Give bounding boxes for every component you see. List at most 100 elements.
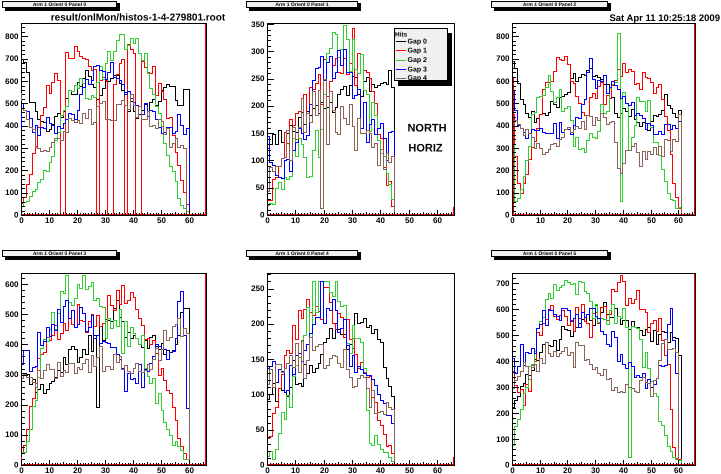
svg-text:300: 300 bbox=[5, 370, 19, 379]
svg-text:Hits: Hits bbox=[395, 32, 408, 39]
svg-text:100: 100 bbox=[496, 188, 510, 197]
svg-text:30: 30 bbox=[348, 466, 357, 474]
svg-text:150: 150 bbox=[251, 129, 265, 138]
svg-text:10: 10 bbox=[536, 216, 545, 225]
svg-text:50: 50 bbox=[405, 466, 414, 474]
svg-text:Arm 1 Orient 0 Panel 1: Arm 1 Orient 0 Panel 1 bbox=[275, 2, 329, 8]
svg-text:100: 100 bbox=[496, 435, 510, 444]
svg-text:500: 500 bbox=[5, 99, 19, 108]
svg-text:0: 0 bbox=[260, 211, 265, 220]
svg-text:600: 600 bbox=[5, 280, 19, 289]
svg-text:10: 10 bbox=[536, 466, 545, 474]
svg-text:60: 60 bbox=[674, 216, 683, 225]
svg-text:10: 10 bbox=[291, 466, 300, 474]
svg-text:300: 300 bbox=[496, 144, 510, 153]
svg-text:0: 0 bbox=[19, 466, 24, 474]
svg-text:700: 700 bbox=[5, 54, 19, 63]
svg-text:50: 50 bbox=[157, 216, 166, 225]
svg-text:20: 20 bbox=[320, 216, 329, 225]
svg-text:50: 50 bbox=[647, 466, 656, 474]
svg-text:40: 40 bbox=[619, 466, 628, 474]
svg-text:10: 10 bbox=[291, 216, 300, 225]
svg-text:30: 30 bbox=[101, 466, 110, 474]
svg-text:200: 200 bbox=[251, 319, 265, 328]
svg-text:250: 250 bbox=[251, 284, 265, 293]
svg-text:50: 50 bbox=[647, 216, 656, 225]
svg-text:500: 500 bbox=[5, 310, 19, 319]
svg-text:Gap 2: Gap 2 bbox=[408, 57, 428, 64]
svg-text:150: 150 bbox=[251, 355, 265, 364]
svg-text:300: 300 bbox=[496, 383, 510, 392]
svg-text:700: 700 bbox=[496, 54, 510, 63]
svg-text:0: 0 bbox=[14, 461, 19, 470]
svg-text:0: 0 bbox=[14, 211, 19, 220]
svg-text:result/onlMon/histos-1-4-27980: result/onlMon/histos-1-4-279801.root bbox=[51, 13, 226, 24]
svg-text:20: 20 bbox=[73, 466, 82, 474]
svg-text:60: 60 bbox=[433, 466, 442, 474]
svg-text:10: 10 bbox=[45, 216, 54, 225]
svg-text:40: 40 bbox=[129, 466, 138, 474]
svg-text:0: 0 bbox=[19, 216, 24, 225]
svg-text:30: 30 bbox=[348, 216, 357, 225]
svg-text:700: 700 bbox=[496, 279, 510, 288]
svg-text:50: 50 bbox=[405, 216, 414, 225]
svg-text:Arm 1 Orient 0 Panel 4: Arm 1 Orient 0 Panel 4 bbox=[275, 251, 329, 257]
svg-text:800: 800 bbox=[496, 32, 510, 41]
svg-text:600: 600 bbox=[496, 77, 510, 86]
svg-text:Gap 4: Gap 4 bbox=[408, 75, 428, 82]
svg-text:50: 50 bbox=[256, 183, 265, 192]
svg-text:250: 250 bbox=[251, 74, 265, 83]
svg-text:0: 0 bbox=[505, 211, 510, 220]
svg-text:200: 200 bbox=[5, 166, 19, 175]
svg-text:200: 200 bbox=[496, 409, 510, 418]
svg-text:Arm 1 Orient 0 Panel 0: Arm 1 Orient 0 Panel 0 bbox=[33, 2, 87, 8]
svg-text:40: 40 bbox=[129, 216, 138, 225]
svg-text:40: 40 bbox=[619, 216, 628, 225]
svg-text:300: 300 bbox=[5, 144, 19, 153]
svg-text:20: 20 bbox=[563, 466, 572, 474]
svg-text:Arm 1 Orient 0 Panel 3: Arm 1 Orient 0 Panel 3 bbox=[33, 251, 87, 257]
svg-text:Gap 3: Gap 3 bbox=[408, 67, 428, 74]
svg-text:100: 100 bbox=[5, 430, 19, 439]
svg-text:600: 600 bbox=[496, 305, 510, 314]
svg-text:40: 40 bbox=[376, 466, 385, 474]
svg-text:HORIZ: HORIZ bbox=[408, 143, 443, 155]
svg-text:Arm 1 Orient 0 Panel 5: Arm 1 Orient 0 Panel 5 bbox=[523, 251, 577, 257]
svg-text:400: 400 bbox=[5, 340, 19, 349]
svg-text:Sat Apr 11 10:25:18 2009: Sat Apr 11 10:25:18 2009 bbox=[609, 13, 720, 24]
svg-text:60: 60 bbox=[185, 216, 194, 225]
svg-text:350: 350 bbox=[251, 20, 265, 29]
svg-text:10: 10 bbox=[45, 466, 54, 474]
svg-text:30: 30 bbox=[591, 466, 600, 474]
svg-text:60: 60 bbox=[185, 466, 194, 474]
svg-text:30: 30 bbox=[591, 216, 600, 225]
svg-text:Gap 1: Gap 1 bbox=[408, 48, 428, 55]
svg-text:0: 0 bbox=[260, 461, 265, 470]
svg-text:500: 500 bbox=[496, 99, 510, 108]
svg-text:500: 500 bbox=[496, 331, 510, 340]
svg-text:20: 20 bbox=[73, 216, 82, 225]
svg-text:0: 0 bbox=[265, 466, 270, 474]
svg-text:50: 50 bbox=[157, 466, 166, 474]
svg-text:40: 40 bbox=[376, 216, 385, 225]
svg-text:400: 400 bbox=[496, 121, 510, 130]
svg-text:50: 50 bbox=[256, 425, 265, 434]
svg-text:60: 60 bbox=[674, 466, 683, 474]
svg-text:0: 0 bbox=[510, 216, 515, 225]
svg-text:0: 0 bbox=[265, 216, 270, 225]
svg-text:Gap 0: Gap 0 bbox=[408, 39, 428, 46]
svg-text:20: 20 bbox=[563, 216, 572, 225]
svg-text:0: 0 bbox=[505, 461, 510, 470]
svg-text:100: 100 bbox=[251, 156, 265, 165]
svg-text:100: 100 bbox=[251, 390, 265, 399]
svg-text:200: 200 bbox=[251, 101, 265, 110]
svg-text:Arm 1 Orient 0 Panel 2: Arm 1 Orient 0 Panel 2 bbox=[523, 2, 577, 8]
svg-text:30: 30 bbox=[101, 216, 110, 225]
svg-text:60: 60 bbox=[433, 216, 442, 225]
svg-text:400: 400 bbox=[5, 121, 19, 130]
svg-text:400: 400 bbox=[496, 357, 510, 366]
svg-text:100: 100 bbox=[5, 188, 19, 197]
svg-text:200: 200 bbox=[496, 166, 510, 175]
svg-text:300: 300 bbox=[251, 47, 265, 56]
svg-text:0: 0 bbox=[510, 466, 515, 474]
